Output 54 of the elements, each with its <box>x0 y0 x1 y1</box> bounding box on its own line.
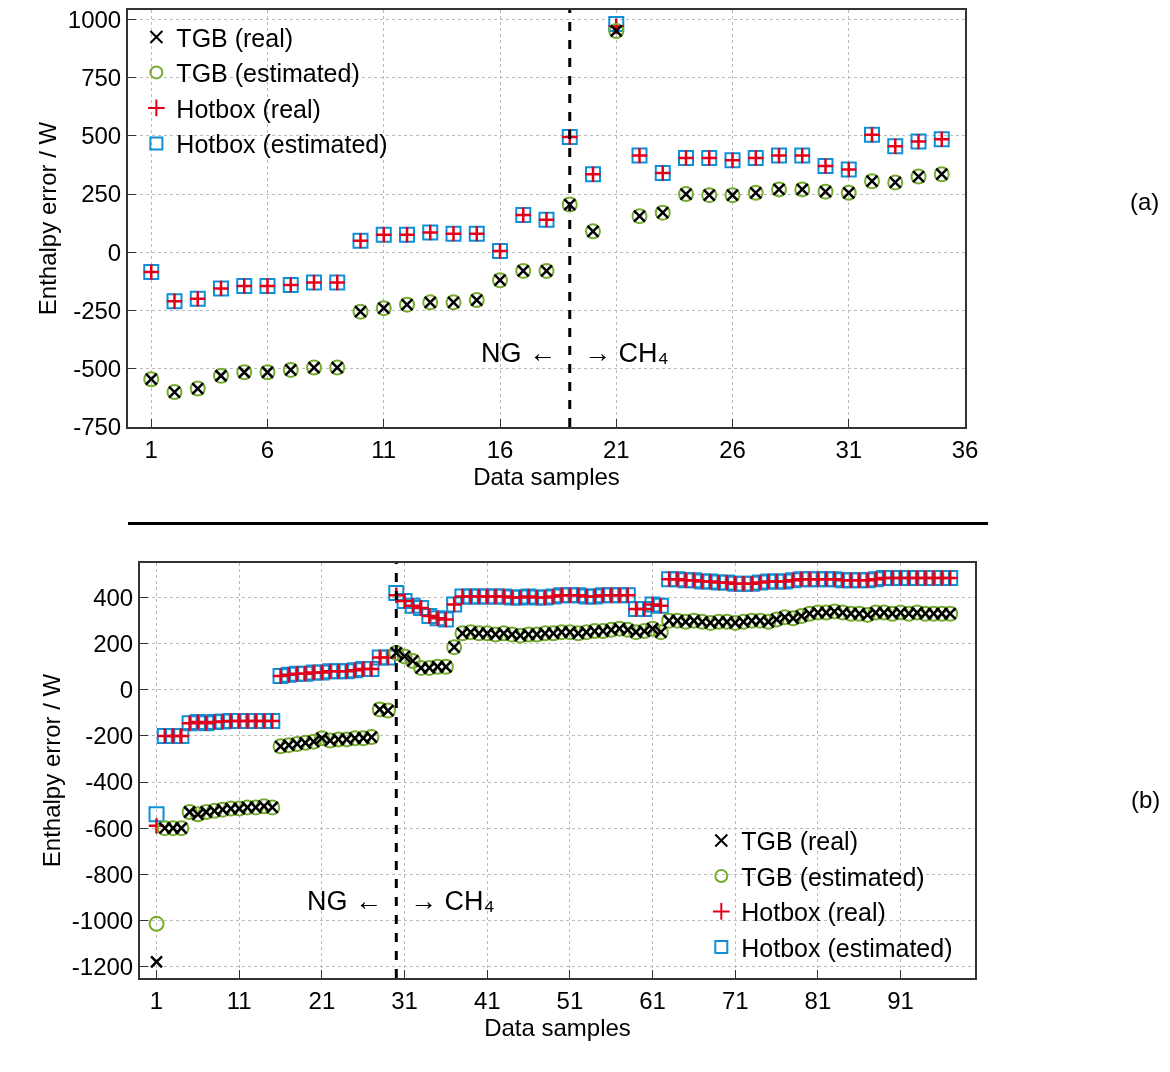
x-tick-label: 91 <box>887 986 914 1014</box>
x-tick-label: 1 <box>144 435 158 463</box>
y-tick-label: -800 <box>85 860 134 888</box>
x-tick-label: 41 <box>473 986 501 1014</box>
y-tick-label: 200 <box>93 630 134 658</box>
y-tick-label: 0 <box>107 238 122 266</box>
y-tick-label: 0 <box>119 676 134 704</box>
annotation: NG ← <box>307 886 383 916</box>
x-tick-label: 21 <box>602 435 630 463</box>
annotation: → CH₄ <box>410 886 495 916</box>
legend-label: Hotbox (real) <box>741 898 886 927</box>
y-axis-title: Enthalpy error / W <box>34 121 62 316</box>
x-tick-label: 51 <box>556 986 584 1014</box>
legend-label: TGB (real) <box>741 827 858 856</box>
x-tick-label: 61 <box>639 986 666 1014</box>
y-tick-label: -500 <box>73 355 122 383</box>
legend-label: TGB (real) <box>176 23 294 52</box>
y-tick-label: -1000 <box>71 906 134 934</box>
legend-label: TGB (estimated) <box>741 862 925 891</box>
x-tick-label: 21 <box>308 986 336 1014</box>
y-tick-label: 250 <box>81 180 122 208</box>
x-tick-label: 1 <box>149 986 164 1014</box>
y-tick-label: -600 <box>85 814 134 842</box>
y-tick-label: 750 <box>81 63 122 91</box>
legend-label: Hotbox (estimated) <box>176 130 388 159</box>
x-axis-title: Data samples <box>484 1013 631 1041</box>
x-tick-label: 6 <box>260 435 275 463</box>
x-axis-title: Data samples <box>473 462 620 490</box>
legend-label: Hotbox (real) <box>176 94 321 123</box>
annotation: → CH₄ <box>584 338 669 368</box>
y-tick-label: -750 <box>73 413 122 441</box>
x-tick-label: 31 <box>835 435 863 463</box>
y-tick-label: -250 <box>73 296 122 324</box>
text: (a) <box>1130 188 1160 215</box>
y-tick-label: -1200 <box>71 952 134 980</box>
y-tick-label: 1000 <box>67 5 122 33</box>
y-tick-label: 400 <box>93 583 134 611</box>
y-tick-label: -200 <box>85 722 134 750</box>
x-tick-label: 16 <box>486 435 514 463</box>
legend-label: Hotbox (estimated) <box>741 933 953 962</box>
y-tick-label: 500 <box>81 122 122 150</box>
y-tick-label: -400 <box>85 768 134 796</box>
annotation: NG ← <box>481 338 557 368</box>
point <box>608 15 625 32</box>
x-tick-label: 31 <box>391 986 418 1014</box>
text: (b) <box>1131 786 1161 813</box>
x-tick-label: 11 <box>371 435 397 463</box>
x-tick-label: 36 <box>951 435 979 463</box>
x-tick-label: 81 <box>804 986 832 1014</box>
x-tick-label: 71 <box>721 986 749 1014</box>
legend-label: TGB (estimated) <box>176 59 360 88</box>
x-tick-label: 11 <box>226 986 252 1014</box>
x-tick-label: 26 <box>719 435 746 463</box>
y-axis-title: Enthalpy error / W <box>38 673 66 868</box>
